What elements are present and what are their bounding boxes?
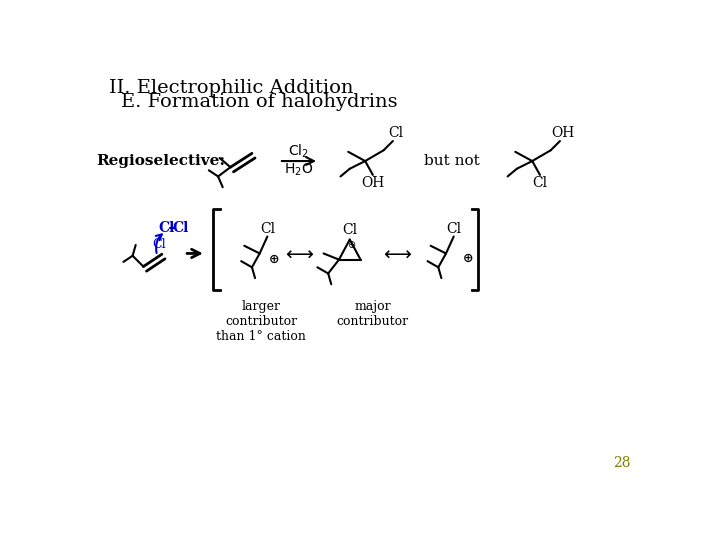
Text: Cl: Cl (342, 224, 357, 238)
Text: Cl: Cl (532, 176, 547, 190)
Text: $\mathbf{\oplus}$: $\mathbf{\oplus}$ (268, 253, 279, 266)
Text: OH: OH (552, 126, 575, 140)
Text: larger
contributor
than 1° cation: larger contributor than 1° cation (216, 300, 306, 343)
Text: $\longleftrightarrow$: $\longleftrightarrow$ (282, 245, 315, 262)
Text: Cl: Cl (260, 222, 275, 236)
Text: Cl: Cl (446, 222, 462, 236)
Text: but not: but not (424, 154, 480, 168)
Text: E. Formation of halohydrins: E. Formation of halohydrins (121, 92, 397, 111)
Text: OH: OH (361, 176, 384, 190)
Text: Cl: Cl (172, 221, 189, 235)
Text: $\mathrm{H_2O}$: $\mathrm{H_2O}$ (284, 161, 314, 178)
Text: major
contributor: major contributor (337, 300, 409, 328)
Text: $\mathrm{Cl_2}$: $\mathrm{Cl_2}$ (289, 143, 310, 160)
Text: II. Electrophilic Addition: II. Electrophilic Addition (109, 79, 354, 97)
Text: Cl: Cl (158, 221, 175, 235)
Text: Cl: Cl (388, 126, 403, 140)
Text: $\oplus$: $\oplus$ (346, 239, 356, 249)
Text: Cl: Cl (152, 239, 166, 252)
Text: Regioselective:: Regioselective: (96, 154, 225, 168)
FancyArrowPatch shape (156, 234, 162, 253)
Text: $\mathbf{\oplus}$: $\mathbf{\oplus}$ (462, 252, 473, 265)
Text: 28: 28 (613, 456, 631, 470)
Text: $\longleftrightarrow$: $\longleftrightarrow$ (380, 245, 413, 262)
